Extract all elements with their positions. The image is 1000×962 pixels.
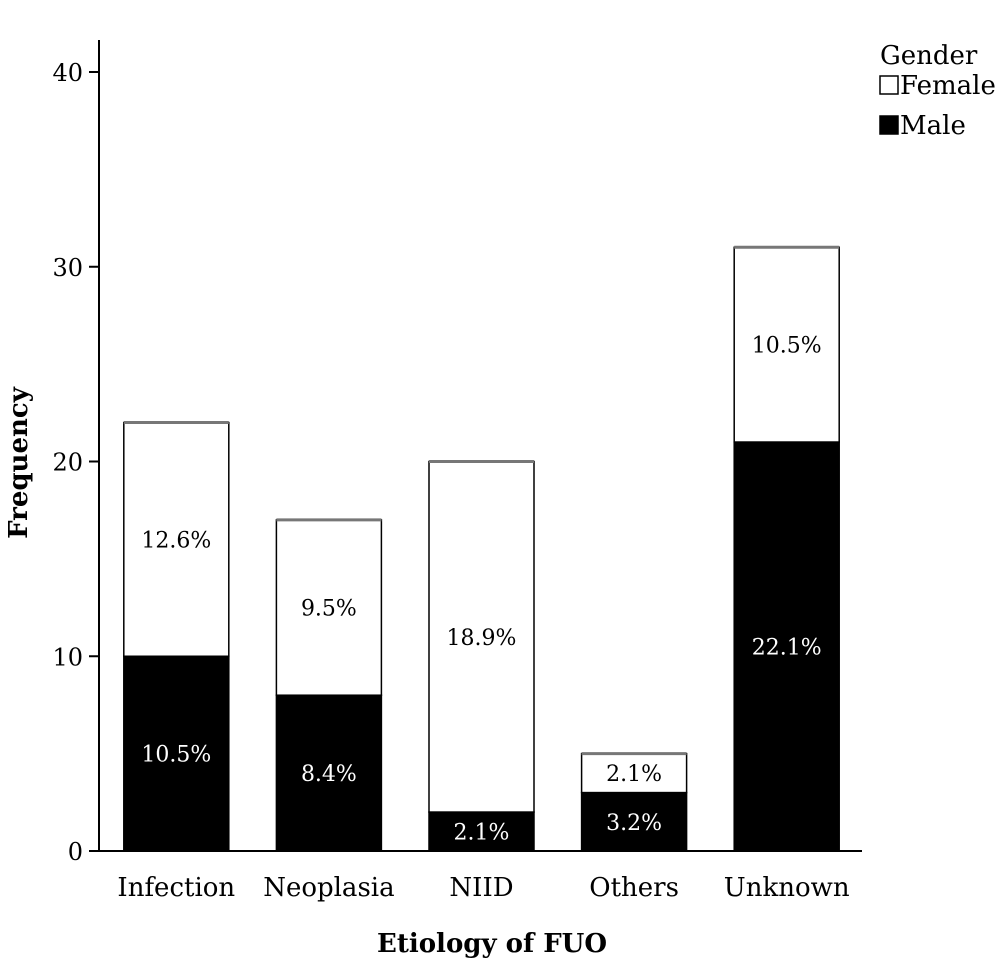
data-label: 2.1% xyxy=(454,821,510,846)
y-tick-label: 0 xyxy=(68,838,83,866)
data-label: 3.2% xyxy=(606,811,662,836)
bar-male-niid xyxy=(428,811,535,852)
bar-male-unknown xyxy=(733,441,840,852)
x-axis: Infection Neoplasia NIID Others Unknown xyxy=(99,850,862,903)
data-label: 10.5% xyxy=(752,334,822,359)
bars-layer: 10.5% 12.6% 8.4% 9.5% 2.1% 18.9% 3.2% 2.1% 22.1%… xyxy=(123,245,840,852)
data-label: 2.1% xyxy=(606,762,662,787)
y-tick-label: 10 xyxy=(52,643,83,671)
bar-male-neoplasia xyxy=(275,694,383,852)
x-axis-title: Etiology of FUO xyxy=(377,929,607,959)
x-tick-label: Unknown xyxy=(724,873,850,903)
data-label: 12.6% xyxy=(141,528,211,553)
bar-female-niid xyxy=(428,460,535,813)
data-label: 22.1% xyxy=(752,636,822,661)
legend-entry: Female xyxy=(900,71,996,101)
data-label: 18.9% xyxy=(447,626,517,651)
legend-swatch-male xyxy=(879,115,899,135)
x-tick-label: Infection xyxy=(117,873,235,903)
y-tick-label: 40 xyxy=(52,59,83,87)
legend-title: Gender xyxy=(880,41,978,71)
x-tick-label: Neoplasia xyxy=(263,873,394,903)
y-axis-title: Frequency xyxy=(4,386,34,539)
legend: Gender Female Male xyxy=(879,41,996,141)
legend-entry: Male xyxy=(900,111,966,141)
data-label: 9.5% xyxy=(301,597,357,622)
y-tick-label: 30 xyxy=(52,254,83,282)
data-label: 10.5% xyxy=(141,743,211,768)
bar-female-unknown xyxy=(733,246,840,443)
bar-female-others xyxy=(580,752,688,794)
data-label: 8.4% xyxy=(301,762,357,787)
x-tick-label: Others xyxy=(589,873,679,903)
x-tick-label: NIID xyxy=(449,873,513,903)
bar-female-neoplasia xyxy=(275,519,383,696)
bar-female-infection xyxy=(123,421,230,657)
y-tick-label: 20 xyxy=(52,449,83,477)
legend-swatch-female xyxy=(879,75,899,95)
y-axis: 0 10 20 30 40 xyxy=(52,40,100,866)
